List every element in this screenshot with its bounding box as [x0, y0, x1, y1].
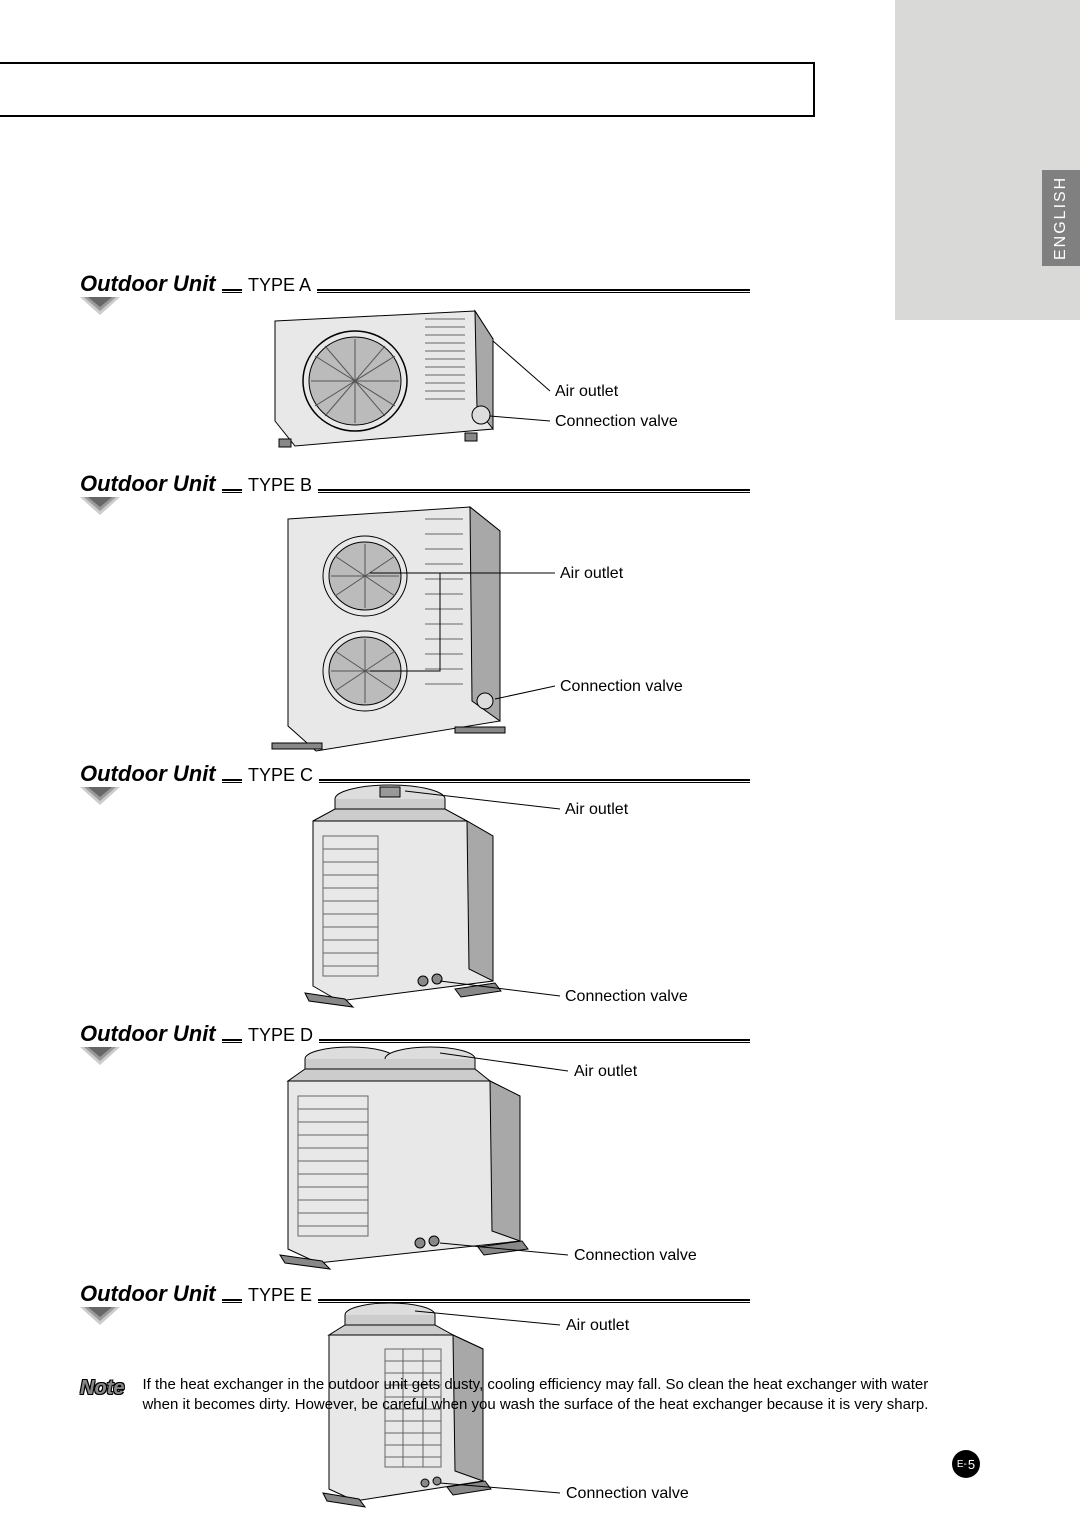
- label-connection-valve: Connection valve: [565, 988, 688, 1006]
- top-title-frame: [0, 62, 815, 117]
- unit-block-b: Outdoor Unit TYPE B: [80, 475, 960, 765]
- label-air-outlet: Air outlet: [574, 1063, 637, 1081]
- unit-block-d: Outdoor Unit TYPE D: [80, 1025, 960, 1285]
- label-air-outlet: Air outlet: [560, 565, 623, 583]
- label-air-outlet: Air outlet: [565, 801, 628, 819]
- unit-block-c: Outdoor Unit TYPE C: [80, 765, 960, 1025]
- label-connection-valve: Connection valve: [560, 678, 683, 696]
- unit-b-diagram: [80, 491, 750, 761]
- page-prefix: E-: [957, 1459, 967, 1470]
- language-tab: ENGLISH: [1042, 170, 1080, 266]
- label-connection-valve: Connection valve: [555, 413, 678, 431]
- unit-block-a: Outdoor Unit TYPE A: [80, 275, 960, 475]
- note-text: If the heat exchanger in the outdoor uni…: [142, 1375, 960, 1414]
- page-number-badge: E-5: [952, 1450, 980, 1478]
- page-number: 5: [968, 1457, 975, 1472]
- unit-c-diagram: [80, 781, 750, 1021]
- sidebar-shade: [895, 0, 1080, 320]
- label-connection-valve: Connection valve: [566, 1485, 689, 1503]
- content-area: Outdoor Unit TYPE A: [80, 275, 960, 1525]
- note-label: Note: [80, 1375, 124, 1414]
- label-connection-valve: Connection valve: [574, 1247, 697, 1265]
- label-air-outlet: Air outlet: [555, 383, 618, 401]
- note-row: Note If the heat exchanger in the outdoo…: [80, 1375, 960, 1414]
- unit-a-diagram: [80, 291, 750, 461]
- unit-d-diagram: [80, 1041, 750, 1281]
- label-air-outlet: Air outlet: [566, 1317, 629, 1335]
